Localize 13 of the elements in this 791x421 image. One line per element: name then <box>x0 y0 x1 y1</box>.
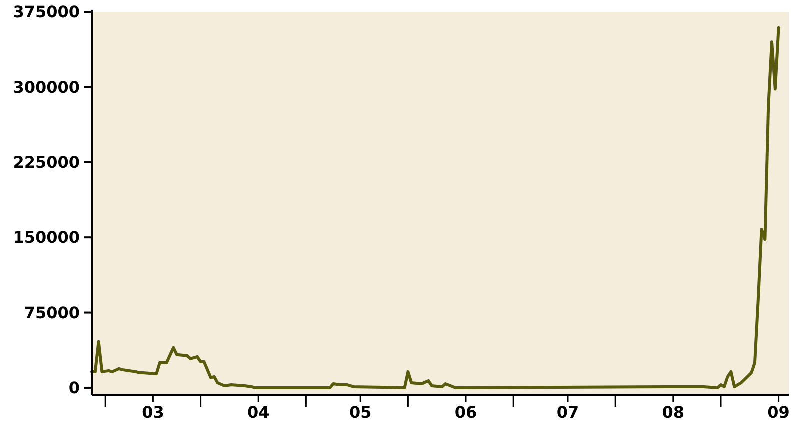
x-tick-label: 08 <box>662 403 685 421</box>
y-tick-label: 0 <box>68 378 80 398</box>
x-tick-label: 03 <box>142 403 164 421</box>
y-tick-label: 75000 <box>24 303 80 322</box>
y-tick-label: 150000 <box>13 228 80 248</box>
x-tick-label: 07 <box>556 403 580 421</box>
x-tick-label: 09 <box>768 403 790 421</box>
y-tick-label: 375000 <box>13 2 80 22</box>
y-tick-label: 300000 <box>13 78 80 97</box>
x-tick-label: 06 <box>454 403 478 421</box>
y-tick-label: 225000 <box>13 152 80 172</box>
x-tick-label: 05 <box>349 403 372 421</box>
x-tick-label: 04 <box>247 403 270 421</box>
